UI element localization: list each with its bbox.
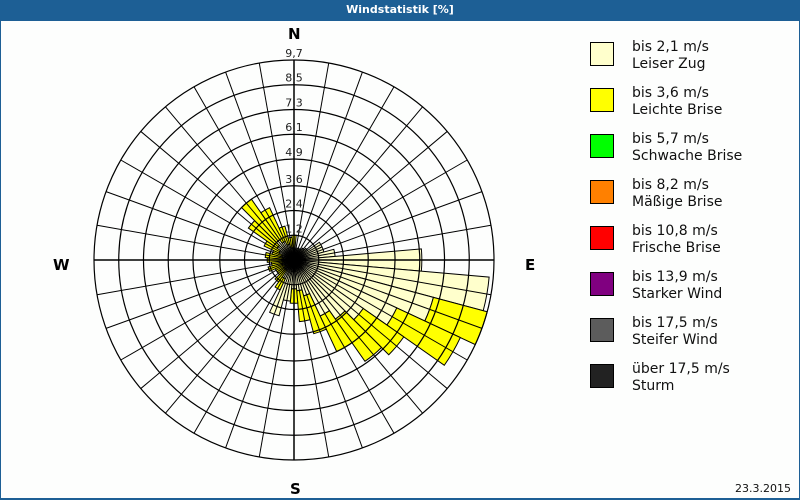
legend-range: bis 13,9 m/s bbox=[632, 269, 718, 285]
ring-label: 7,3 bbox=[285, 96, 303, 109]
grid-radial bbox=[96, 259, 295, 296]
grid-radial bbox=[120, 159, 295, 261]
grid-radial bbox=[293, 259, 468, 361]
grid-radial bbox=[293, 86, 395, 261]
grid-radial bbox=[193, 86, 295, 261]
grid-radial bbox=[293, 224, 492, 261]
grid-radial bbox=[293, 131, 448, 261]
grid-radial bbox=[293, 62, 330, 261]
legend-range: bis 2,1 m/s bbox=[632, 39, 709, 55]
legend-item-maessige-brise: bis 8,2 m/s Mäßige Brise bbox=[590, 177, 790, 226]
window-title: Windstatistik [%] bbox=[346, 3, 454, 16]
legend-label: Schwache Brise bbox=[632, 148, 743, 164]
legend-range: bis 10,8 m/s bbox=[632, 223, 718, 239]
grid-radial bbox=[293, 259, 330, 458]
legend-range: über 17,5 m/s bbox=[632, 361, 730, 377]
legend-item-frische-brise: bis 10,8 m/s Frische Brise bbox=[590, 223, 790, 272]
legend-swatch bbox=[590, 364, 614, 388]
legend-label: Sturm bbox=[632, 378, 675, 394]
grid-radial bbox=[105, 259, 295, 329]
grid-radial bbox=[225, 259, 295, 449]
legend-swatch bbox=[590, 88, 614, 112]
legend-swatch bbox=[590, 318, 614, 342]
grid-radial bbox=[165, 106, 295, 261]
legend-label: Steifer Wind bbox=[632, 332, 718, 348]
grid-radial bbox=[293, 259, 363, 449]
grid-radial bbox=[293, 259, 492, 296]
ring-label: 6,1 bbox=[285, 121, 303, 134]
grid-radial bbox=[96, 224, 295, 261]
grid-radial bbox=[140, 131, 295, 261]
chart-date: 23.3.2015 bbox=[735, 482, 791, 495]
ring-label: 9,7 bbox=[285, 47, 303, 60]
grid-radial bbox=[193, 259, 295, 434]
legend-item-leichte-brise: bis 3,6 m/s Leichte Brise bbox=[590, 85, 790, 134]
ring-label: 2,4 bbox=[285, 198, 303, 211]
legend-item-starker-wind: bis 13,9 m/s Starker Wind bbox=[590, 269, 790, 318]
grid-radial bbox=[293, 71, 363, 261]
legend-swatch bbox=[590, 226, 614, 250]
compass-east-label: E bbox=[525, 256, 536, 274]
legend-item-leiser-zug: bis 2,1 m/s Leiser Zug bbox=[590, 39, 790, 88]
grid-radial bbox=[165, 259, 295, 414]
compass-south-label: S bbox=[290, 480, 301, 498]
grid-radial bbox=[293, 106, 423, 261]
legend-swatch bbox=[590, 42, 614, 66]
grid-radial bbox=[225, 71, 295, 261]
grid-radial bbox=[120, 259, 295, 361]
legend-swatch bbox=[590, 272, 614, 296]
grid-radial bbox=[293, 259, 483, 329]
wind-sector bbox=[302, 292, 327, 335]
grid-radial bbox=[140, 259, 295, 389]
wind-sector bbox=[296, 289, 311, 323]
legend-label: Leichte Brise bbox=[632, 102, 723, 118]
legend-item-schwache-brise: bis 5,7 m/s Schwache Brise bbox=[590, 131, 790, 180]
grid-radial bbox=[293, 191, 483, 261]
chart-canvas: 1,2 2,4 3,6 4,9 6,1 7,3 8,5 9,7 N E S W bis 2,1… bbox=[1, 21, 799, 498]
legend-range: bis 17,5 m/s bbox=[632, 315, 718, 331]
compass-north-label: N bbox=[288, 25, 301, 43]
grid-radial bbox=[293, 259, 423, 414]
grid-radial bbox=[293, 159, 468, 261]
legend-range: bis 3,6 m/s bbox=[632, 85, 709, 101]
wind-rose-chart: 1,2 2,4 3,6 4,9 6,1 7,3 8,5 9,7 bbox=[93, 47, 495, 461]
grid-radial bbox=[105, 191, 295, 261]
ring-label: 4,9 bbox=[285, 146, 303, 159]
legend-range: bis 8,2 m/s bbox=[632, 177, 709, 193]
legend-label: Mäßige Brise bbox=[632, 194, 723, 210]
grid-radial bbox=[258, 62, 295, 261]
grid-radial bbox=[293, 259, 448, 389]
legend-swatch bbox=[590, 180, 614, 204]
grid-radial bbox=[293, 259, 395, 434]
compass-west-label: W bbox=[53, 256, 70, 274]
ring-label: 3,6 bbox=[285, 173, 303, 186]
legend-label: Starker Wind bbox=[632, 286, 723, 302]
legend-label: Leiser Zug bbox=[632, 56, 706, 72]
legend-label: Frische Brise bbox=[632, 240, 721, 256]
ring-label: 1,2 bbox=[285, 222, 303, 235]
legend-swatch bbox=[590, 134, 614, 158]
legend-item-steifer-wind: bis 17,5 m/s Steifer Wind bbox=[590, 315, 790, 364]
legend-item-sturm: über 17,5 m/s Sturm bbox=[590, 361, 790, 410]
grid-radial bbox=[258, 259, 295, 458]
ring-label: 8,5 bbox=[285, 72, 303, 85]
legend-range: bis 5,7 m/s bbox=[632, 131, 709, 147]
